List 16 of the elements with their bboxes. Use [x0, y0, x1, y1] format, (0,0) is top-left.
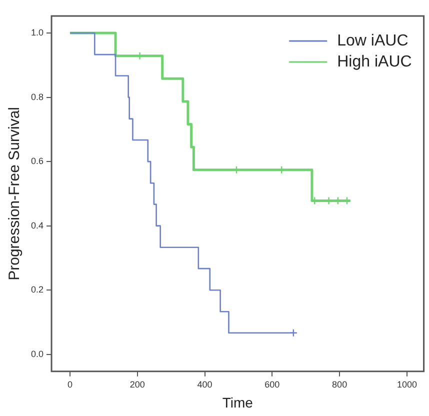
- y-tick-label: 0.6: [30, 156, 44, 166]
- y-tick-label: 1.0: [30, 28, 44, 38]
- y-tick-label: 0.0: [30, 348, 44, 359]
- x-tick-label: 600: [264, 379, 280, 390]
- y-tick-label: 0.2: [30, 284, 44, 295]
- y-tick-label: 0.4: [30, 220, 44, 230]
- legend-label: Low iAUC: [337, 32, 408, 50]
- x-tick-label: 0: [68, 379, 73, 390]
- x-tick-label: 1000: [396, 379, 417, 390]
- x-tick-label: 800: [332, 379, 348, 390]
- legend-label: High iAUC: [337, 53, 412, 70]
- x-axis-title: Time: [222, 394, 254, 410]
- x-tick-label: 400: [197, 379, 212, 390]
- x-tick-label: 200: [130, 379, 145, 390]
- y-axis-title: Progression-Free Survival: [6, 106, 24, 280]
- y-tick-label: 0.8: [30, 92, 44, 102]
